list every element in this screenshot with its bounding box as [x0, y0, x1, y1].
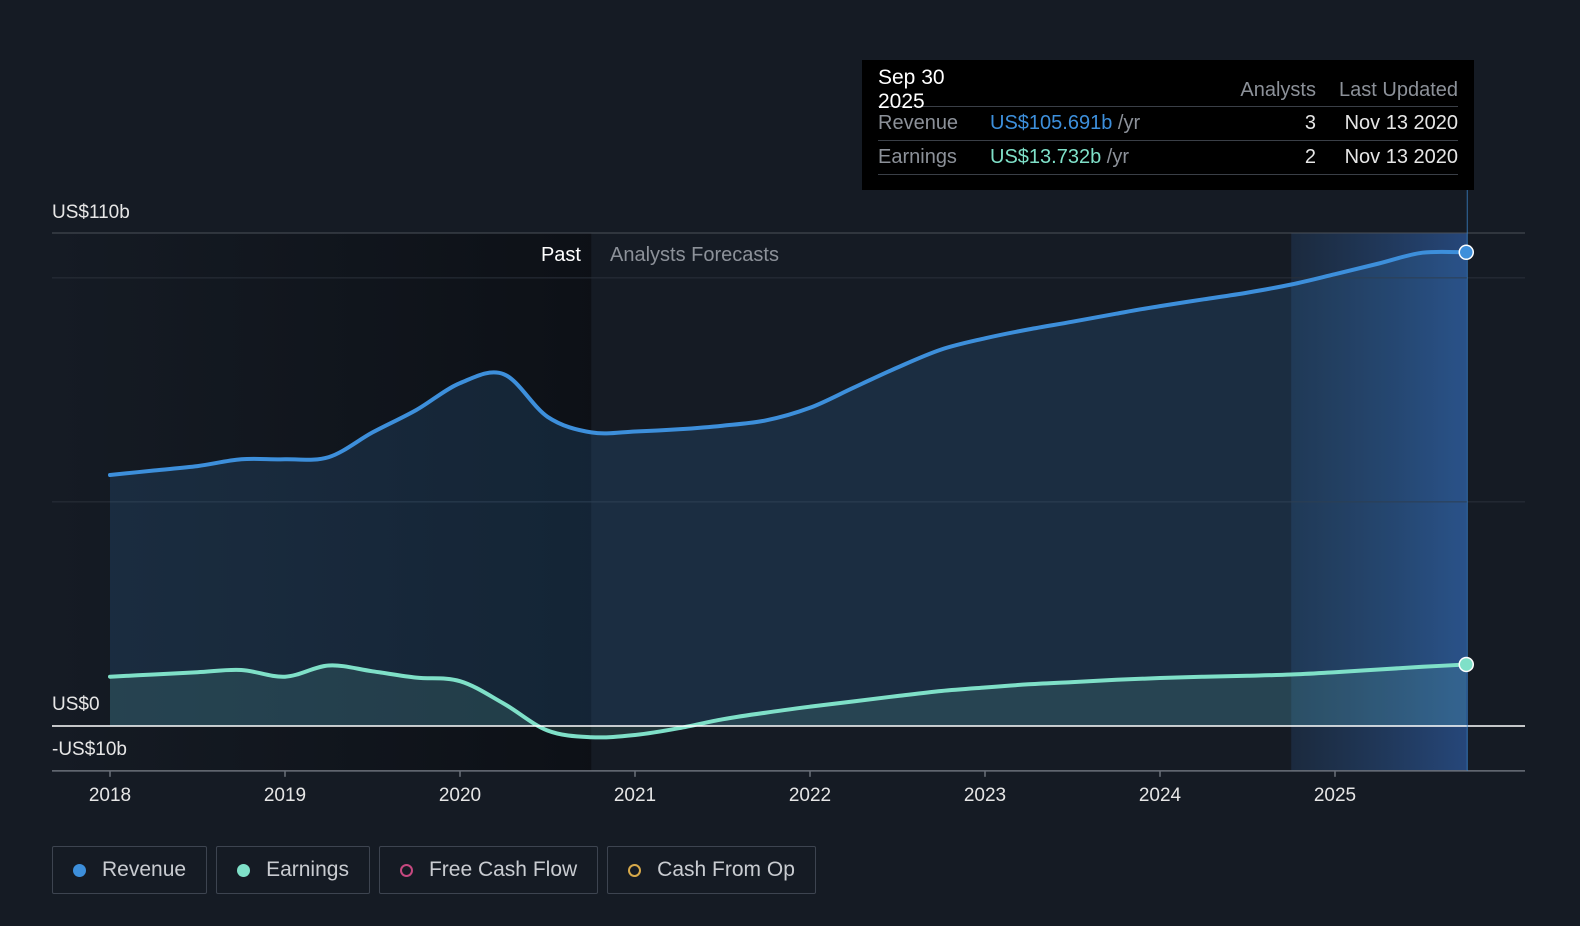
- legend-item-free-cash-flow[interactable]: Free Cash Flow: [378, 846, 599, 894]
- tooltip-date: Sep 30 2025: [878, 66, 945, 113]
- x-tick-label: 2019: [264, 785, 306, 806]
- gridlines: [52, 232, 1525, 503]
- legend-item-cash-from-op[interactable]: Cash From Op: [607, 846, 816, 894]
- earnings-dot-icon: [237, 863, 251, 877]
- forecast-label: Analysts Forecasts: [610, 244, 779, 266]
- y-label-top: US$110b: [52, 202, 130, 223]
- tooltip-row-earnings: Earnings US$13.732b /yr 2 Nov 13 2020: [878, 141, 1458, 175]
- legend-label: Cash From Op: [657, 858, 795, 881]
- free-cash-flow-ring-icon: [399, 863, 413, 877]
- earnings-area: [110, 664, 1467, 738]
- x-tick-label: 2018: [89, 785, 131, 806]
- legend-label: Free Cash Flow: [428, 858, 578, 881]
- tooltip-header: Sep 30 2025 Analysts Last Updated: [878, 66, 1458, 113]
- tooltip-col-updated: Last Updated: [1339, 78, 1458, 101]
- x-tick-label: 2022: [789, 785, 831, 806]
- tooltip-row-updated: Nov 13 2020: [1344, 112, 1458, 134]
- y-label-zero: US$0: [52, 694, 100, 715]
- legend-label: Earnings: [266, 858, 349, 881]
- revenue-endpoint: [1458, 244, 1474, 261]
- tooltip-row-updated: Nov 13 2020: [1344, 146, 1458, 168]
- revenue-area: [110, 251, 1467, 726]
- axes: 2018 2019 2020 2021 2022 2023 2024 2025: [52, 190, 1525, 806]
- x-tick-label: 2024: [1139, 785, 1182, 806]
- earnings-line: [108, 662, 1469, 740]
- legend: Revenue Earnings Free Cash Flow Cash Fro…: [52, 846, 825, 894]
- past-label: Past: [541, 244, 581, 266]
- series-lines: [108, 249, 1469, 740]
- tooltip-row-analysts: 2: [1304, 146, 1316, 168]
- tooltip-row-unit: /yr: [1106, 146, 1129, 168]
- tooltip-row-unit: /yr: [1117, 112, 1141, 134]
- tooltip-row-label: Revenue: [878, 112, 959, 134]
- y-label-bottom: -US$10b: [52, 739, 127, 760]
- tooltip-row-analysts: 3: [1304, 112, 1316, 134]
- legend-label: Revenue: [102, 858, 187, 881]
- series-areas: [110, 251, 1467, 738]
- cash-from-op-ring-icon: [628, 863, 642, 877]
- series-endpoints: [1458, 244, 1474, 673]
- tooltip: Sep 30 2025 Analysts Last Updated Revenu…: [862, 60, 1474, 190]
- x-tick-label: 2025: [1314, 785, 1356, 806]
- x-tick-label: 2023: [964, 785, 1006, 806]
- tooltip-col-analysts: Analysts: [1240, 78, 1316, 101]
- tooltip-row-revenue: Revenue US$105.691b /yr 3 Nov 13 2020: [878, 107, 1458, 141]
- earnings-endpoint: [1458, 656, 1474, 673]
- x-tick-label: 2020: [439, 785, 481, 806]
- legend-item-revenue[interactable]: Revenue: [52, 846, 208, 894]
- tooltip-row-label: Earnings: [878, 146, 957, 168]
- tooltip-row-value: US$105.691b: [990, 112, 1113, 134]
- tooltip-row-value: US$13.732b: [990, 146, 1102, 168]
- x-tick-label: 2021: [614, 785, 656, 806]
- legend-item-earnings[interactable]: Earnings: [216, 846, 370, 894]
- revenue-dot-icon: [73, 863, 86, 877]
- revenue-line: [108, 249, 1469, 477]
